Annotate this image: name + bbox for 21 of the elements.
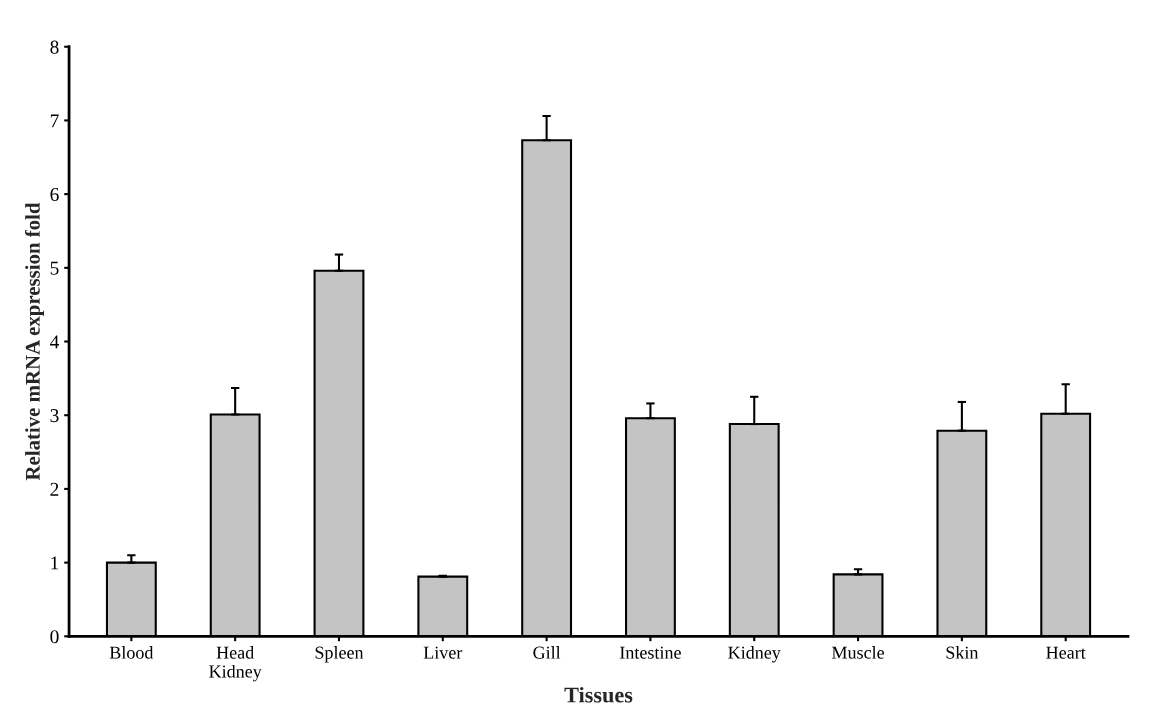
x-tick-label: Liver [423, 646, 463, 659]
y-tick-label: 8 [50, 40, 59, 54]
y-tick-label: 5 [50, 261, 59, 275]
x-axis-title: Tissues [564, 686, 633, 703]
x-tick-label: Muscle [832, 646, 885, 659]
x-tick-label: Kidney [728, 646, 781, 663]
y-tick-label: 0 [50, 630, 59, 644]
x-tick-label: Blood [109, 646, 154, 659]
x-tick-label: Head Kidney [209, 646, 262, 682]
y-tick-label: 6 [50, 188, 59, 202]
x-tick-label: Spleen [315, 646, 364, 663]
x-tick-label: Gill [533, 646, 561, 659]
x-tick-label: Heart [1046, 646, 1086, 659]
x-tick-label: Intestine [619, 646, 681, 659]
y-tick-label: 7 [50, 114, 59, 128]
x-tick-label: Skin [946, 646, 979, 659]
y-axis-title: Relative mRNA expression fold [24, 202, 45, 481]
y-tick-label: 3 [50, 409, 59, 423]
y-tick-label: 1 [51, 556, 59, 570]
y-tick-label: 4 [50, 335, 60, 349]
y-tick-label: 2 [50, 482, 59, 496]
